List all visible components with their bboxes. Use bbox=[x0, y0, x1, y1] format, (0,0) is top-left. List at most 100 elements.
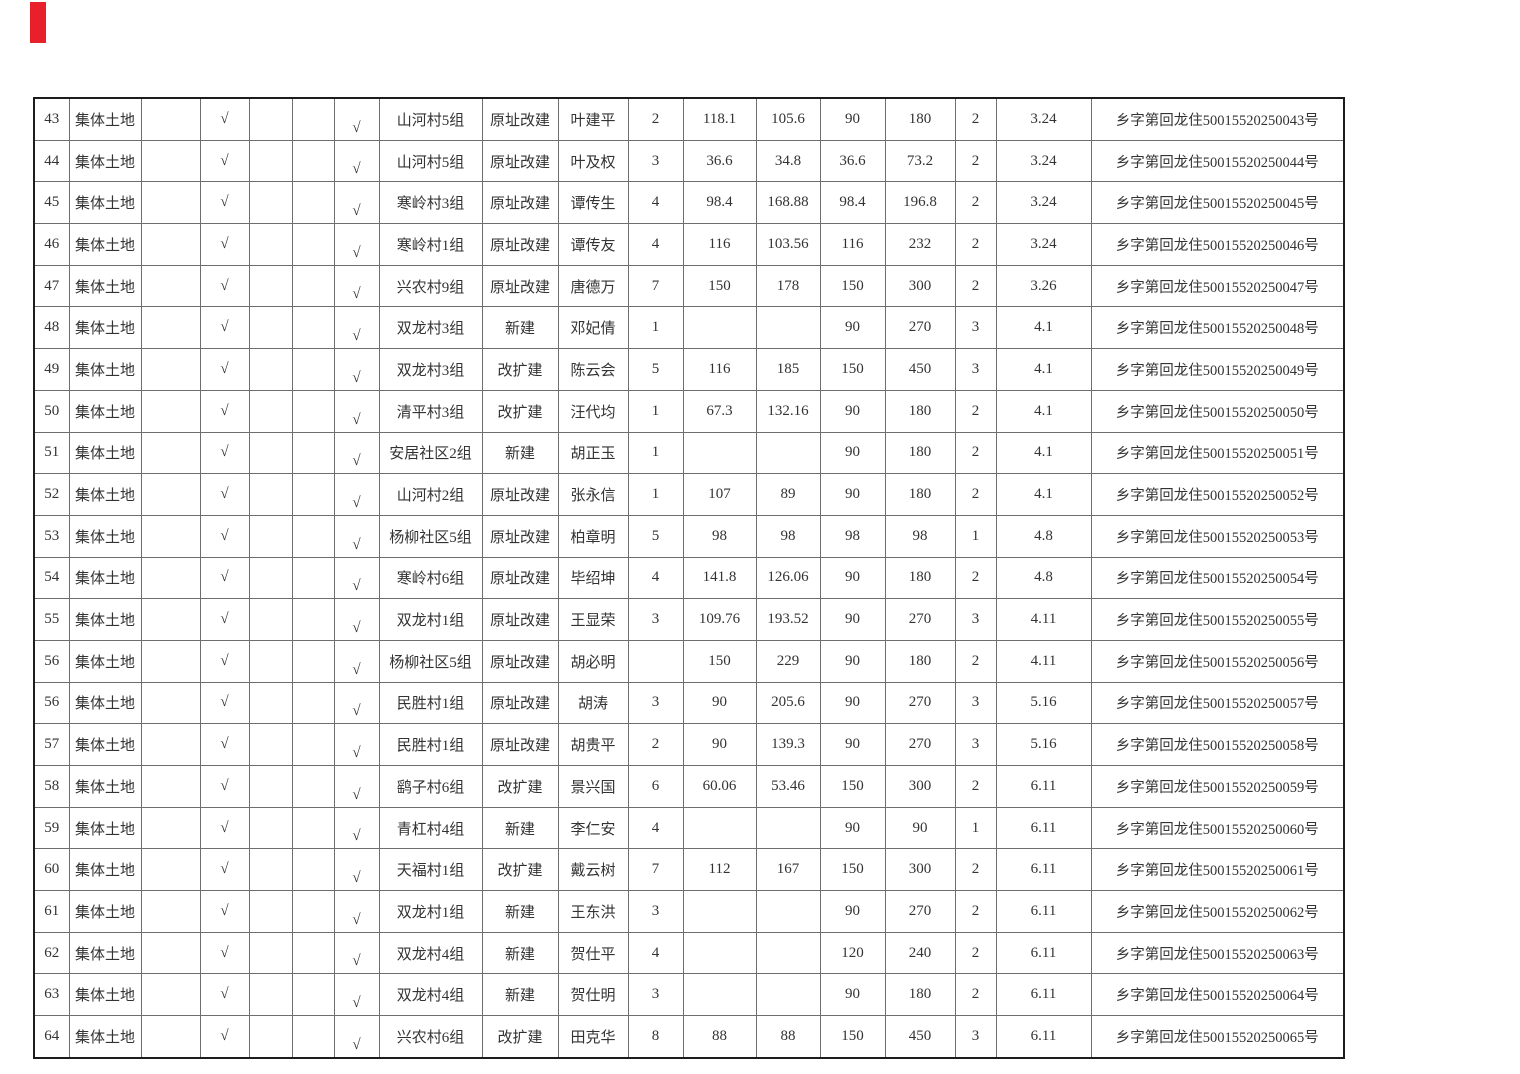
cell-village-group: 清平村3组 bbox=[378, 389, 483, 433]
cell-check-primary: √ bbox=[199, 348, 250, 391]
cell-land-type: 集体土地 bbox=[68, 598, 142, 641]
cell-check-primary: √ bbox=[199, 431, 250, 475]
cell-check-primary: √ bbox=[199, 806, 250, 850]
cell-blank-col-c bbox=[291, 306, 335, 350]
cell-area-value-4: 270 bbox=[884, 890, 956, 933]
cell-area-value-4: 180 bbox=[884, 639, 956, 683]
cell-village-group: 山河村2组 bbox=[378, 473, 483, 516]
cell-blank-col-b bbox=[248, 389, 293, 433]
cell-blank-col-c bbox=[291, 765, 335, 808]
cell-area-value-4: 270 bbox=[884, 306, 956, 350]
table-row: 60 集体土地 √ √ 天福村1组 改扩建 戴云树 7 112 167 150 300 2 6.11 乡字第… bbox=[33, 848, 1345, 892]
cell-construction-type: 原址改建 bbox=[481, 223, 559, 266]
cell-land-type: 集体土地 bbox=[68, 264, 142, 308]
cell-area-value-4: 196.8 bbox=[884, 181, 956, 225]
cell-blank-col-c bbox=[291, 514, 335, 558]
cell-area-value-1: 112 bbox=[682, 848, 757, 892]
cell-approval-date: 4.11 bbox=[995, 598, 1092, 641]
table-row: 56 集体土地 √ √ 民胜村1组 原址改建 胡涛 3 90 205.6 90 270 3 5.16 乡字第… bbox=[33, 681, 1345, 725]
cell-blank-col-c bbox=[291, 681, 335, 725]
table-row: 64 集体土地 √ √ 兴农村6组 改扩建 田克华 8 88 88 150 450 3 6.11 乡字第回龙… bbox=[33, 1015, 1345, 1059]
cell-construction-type: 新建 bbox=[481, 931, 559, 975]
cell-check-primary: √ bbox=[199, 389, 250, 433]
cell-blank-col-c bbox=[291, 97, 335, 141]
cell-village-group: 青杠村4组 bbox=[378, 806, 483, 850]
cell-row-number: 44 bbox=[33, 139, 70, 183]
cell-applicant-name: 王东洪 bbox=[557, 890, 629, 933]
cell-blank-col-a bbox=[140, 681, 201, 725]
cell-approval-date: 6.11 bbox=[995, 848, 1092, 892]
cell-approval-date: 6.11 bbox=[995, 931, 1092, 975]
cell-row-number: 51 bbox=[33, 431, 70, 475]
cell-blank-col-c bbox=[291, 723, 335, 766]
cell-blank-col-c bbox=[291, 139, 335, 183]
cell-applicant-name: 柏章明 bbox=[557, 514, 629, 558]
cell-household-count: 3 bbox=[627, 973, 684, 1017]
cell-permit-number: 乡字第回龙住50015520250059号 bbox=[1090, 765, 1345, 808]
cell-check-secondary: √ bbox=[333, 973, 380, 1017]
cell-land-type: 集体土地 bbox=[68, 181, 142, 225]
cell-check-primary: √ bbox=[199, 598, 250, 641]
cell-construction-type: 原址改建 bbox=[481, 639, 559, 683]
cell-check-primary: √ bbox=[199, 931, 250, 975]
cell-floor-count: 2 bbox=[954, 848, 997, 892]
cell-blank-col-c bbox=[291, 431, 335, 475]
table-row: 54 集体土地 √ √ 寒岭村6组 原址改建 毕绍坤 4 141.8 126.06 90 180 2 4.… bbox=[33, 556, 1345, 600]
cell-check-secondary: √ bbox=[333, 181, 380, 225]
cell-land-type: 集体土地 bbox=[68, 681, 142, 725]
cell-permit-number: 乡字第回龙住50015520250045号 bbox=[1090, 181, 1345, 225]
cell-area-value-1: 90 bbox=[682, 723, 757, 766]
cell-row-number: 59 bbox=[33, 806, 70, 850]
table-row: 48 集体土地 √ √ 双龙村3组 新建 邓妃倩 1 90 270 3 4.1 乡字第回龙住500155… bbox=[33, 306, 1345, 350]
cell-blank-col-a bbox=[140, 931, 201, 975]
cell-household-count: 5 bbox=[627, 514, 684, 558]
cell-construction-type: 原址改建 bbox=[481, 97, 559, 141]
cell-check-secondary: √ bbox=[333, 223, 380, 266]
cell-blank-col-b bbox=[248, 139, 293, 183]
cell-village-group: 寒岭村1组 bbox=[378, 223, 483, 266]
cell-check-secondary: √ bbox=[333, 431, 380, 475]
table-row: 43 集体土地 √ √ 山河村5组 原址改建 叶建平 2 118.1 105.6 90 180 2 3.2… bbox=[33, 97, 1345, 141]
cell-blank-col-b bbox=[248, 931, 293, 975]
cell-area-value-1: 98 bbox=[682, 514, 757, 558]
cell-floor-count: 2 bbox=[954, 97, 997, 141]
table-row: 53 集体土地 √ √ 杨柳社区5组 原址改建 柏章明 5 98 98 98 98 1 4.8 乡字第回龙住… bbox=[33, 514, 1345, 558]
cell-blank-col-b bbox=[248, 514, 293, 558]
cell-blank-col-c bbox=[291, 639, 335, 683]
cell-village-group: 双龙村3组 bbox=[378, 306, 483, 350]
cell-land-type: 集体土地 bbox=[68, 723, 142, 766]
cell-area-value-2: 126.06 bbox=[755, 556, 821, 600]
cell-approval-date: 5.16 bbox=[995, 681, 1092, 725]
cell-area-value-4: 232 bbox=[884, 223, 956, 266]
cell-area-value-4: 180 bbox=[884, 431, 956, 475]
cell-village-group: 杨柳社区5组 bbox=[378, 639, 483, 683]
cell-land-type: 集体土地 bbox=[68, 97, 142, 141]
cell-area-value-1 bbox=[682, 931, 757, 975]
cell-area-value-2: 132.16 bbox=[755, 389, 821, 433]
cell-floor-count: 3 bbox=[954, 723, 997, 766]
cell-applicant-name: 胡涛 bbox=[557, 681, 629, 725]
cell-blank-col-c bbox=[291, 806, 335, 850]
cell-household-count: 3 bbox=[627, 598, 684, 641]
cell-blank-col-a bbox=[140, 556, 201, 600]
cell-permit-number: 乡字第回龙住50015520250058号 bbox=[1090, 723, 1345, 766]
cell-blank-col-c bbox=[291, 890, 335, 933]
cell-floor-count: 2 bbox=[954, 473, 997, 516]
cell-row-number: 63 bbox=[33, 973, 70, 1017]
cell-row-number: 48 bbox=[33, 306, 70, 350]
cell-check-primary: √ bbox=[199, 514, 250, 558]
cell-floor-count: 2 bbox=[954, 765, 997, 808]
cell-floor-count: 2 bbox=[954, 389, 997, 433]
cell-applicant-name: 贺仕平 bbox=[557, 931, 629, 975]
cell-row-number: 56 bbox=[33, 681, 70, 725]
cell-permit-number: 乡字第回龙住50015520250054号 bbox=[1090, 556, 1345, 600]
cell-area-value-3: 90 bbox=[819, 723, 886, 766]
cell-applicant-name: 谭传生 bbox=[557, 181, 629, 225]
cell-approval-date: 4.8 bbox=[995, 556, 1092, 600]
cell-area-value-4: 450 bbox=[884, 348, 956, 391]
table-row: 57 集体土地 √ √ 民胜村1组 原址改建 胡贵平 2 90 139.3 90 270 3 5.16 乡字… bbox=[33, 723, 1345, 766]
cell-area-value-1: 90 bbox=[682, 681, 757, 725]
cell-permit-number: 乡字第回龙住50015520250063号 bbox=[1090, 931, 1345, 975]
cell-area-value-2 bbox=[755, 431, 821, 475]
cell-construction-type: 改扩建 bbox=[481, 389, 559, 433]
